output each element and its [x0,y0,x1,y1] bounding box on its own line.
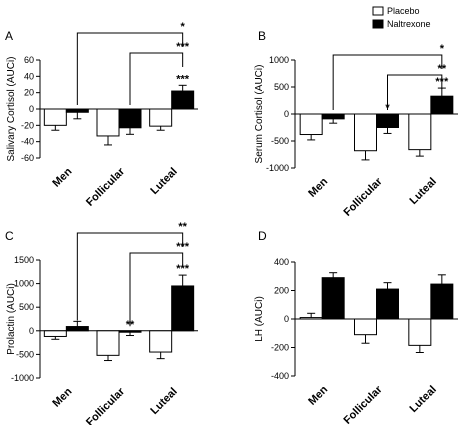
y-tick-label: 0 [284,314,289,324]
significance-star: *** [176,73,190,85]
category-label: Luteal [148,386,179,417]
category-label: Follicular [342,383,386,425]
y-tick-label: -400 [271,371,289,381]
significance-bracket [129,252,184,327]
y-tick-label: 1500 [14,255,34,265]
y-tick-label: -20 [21,120,34,130]
placebo-bar [149,330,173,353]
naltrexone-bar [171,90,195,110]
placebo-bar [299,317,323,320]
placebo-bar [354,113,377,152]
significance-bracket [129,52,184,105]
category-label: Follicular [342,175,386,219]
legend-placebo-swatch [372,6,384,16]
placebo-bar [408,318,432,346]
y-tick-label: 0 [284,109,289,119]
naltrexone-bar [118,108,142,129]
y-tick-label: 1000 [14,279,34,289]
naltrexone-bar [430,283,454,320]
y-tick-label: 500 [19,302,34,312]
panel-a: A -60 -40 -20 0 20 40 60 Salivary Cortisol (AUCi… [5,21,198,209]
placebo-bar [299,113,323,136]
y-tick-label: 500 [274,82,289,92]
bracket-label: *** [176,241,190,253]
y-tick-label: -200 [271,343,289,353]
placebo-bar [149,108,173,127]
y-tick-label: 60 [24,55,34,65]
panel-d: D -400 -200 0 200 400 LH (AUCi) Men Follicular Lu… [254,229,458,425]
naltrexone-bar [321,113,345,120]
bracket-label: *** [176,41,190,53]
significance-bracket [76,32,184,105]
y-tick-label: 200 [274,286,289,296]
panel-letter: C [5,229,14,243]
panel-letter: A [5,29,13,43]
legend-placebo-label: Placebo [387,6,420,16]
naltrexone-bar [430,95,454,115]
category-label: Luteal [408,384,439,415]
bracket-label: * [181,21,186,33]
category-label: Men [306,383,330,407]
bracket-label: ** [178,221,187,233]
panel-letter: B [258,29,266,43]
y-axis-label: Prolactin (AUCi) [6,283,17,355]
placebo-bar [408,113,432,151]
legend-naltrexone-label: Naltrexone [387,19,431,29]
y-tick-label: -500 [271,136,289,146]
placebo-bar [43,108,67,126]
naltrexone-bar [118,330,142,333]
significance-bracket [332,54,443,110]
naltrexone-bar [171,285,195,332]
y-axis-label: LH (AUCi) [254,296,265,342]
y-tick-label: 20 [24,88,34,98]
category-label: Men [50,165,74,189]
significance-bracket [387,74,443,110]
y-tick-label: 1000 [269,55,289,65]
category-label: Follicular [84,165,128,209]
panel-letter: D [258,229,267,243]
y-tick-label: -500 [16,349,34,359]
legend-naltrexone-swatch [372,19,384,29]
category-label: Men [50,385,74,409]
y-axis-label: Salivary Cortisol (AUCi) [6,56,17,161]
panel-b: B -1000 -500 0 500 1000 Serum Cortisol (AUCi) M… [254,29,458,219]
y-tick-label: -1000 [266,163,289,173]
significance-star: *** [176,263,190,275]
naltrexone-bar [376,288,399,320]
legend: Placebo Naltrexone [372,6,431,29]
y-tick-label: -60 [21,153,34,163]
placebo-bar [354,318,377,336]
naltrexone-bar [321,277,345,320]
naltrexone-bar [65,108,89,113]
naltrexone-bar [376,113,399,128]
y-tick-label: -40 [21,137,34,147]
y-tick-label: 0 [29,104,34,114]
y-axis-label: Serum Cortisol (AUCi) [254,65,265,164]
placebo-bar [96,330,120,356]
y-tick-label: 40 [24,71,34,81]
category-label: Follicular [84,385,128,425]
y-tick-label: 400 [274,257,289,267]
y-tick-label: 0 [29,326,34,336]
bracket-label: * [440,43,445,55]
placebo-bar [96,108,120,137]
category-label: Men [306,175,330,199]
y-tick-label: -1000 [11,373,34,383]
significance-bracket [76,232,184,321]
bracket-label: ** [438,63,447,75]
category-label: Luteal [408,176,439,207]
panel-c: C -1000 -500 0 500 1000 1500 Prolactin (AUCi) Me… [5,221,198,425]
naltrexone-bar [65,326,89,332]
category-label: Luteal [148,166,179,197]
placebo-bar [43,330,67,337]
